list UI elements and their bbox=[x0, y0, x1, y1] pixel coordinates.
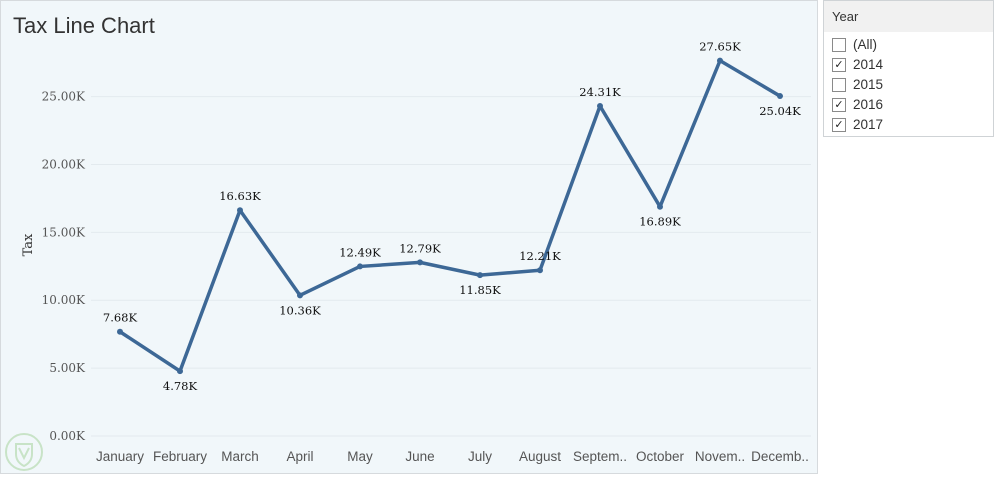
data-point[interactable] bbox=[297, 292, 303, 299]
data-point[interactable] bbox=[357, 263, 363, 270]
x-tick-label: Decemb.. bbox=[751, 449, 809, 464]
year-filter-label: 2014 bbox=[853, 57, 884, 72]
checkbox-unchecked-icon[interactable] bbox=[832, 78, 846, 92]
x-tick-label: March bbox=[221, 449, 259, 464]
data-point[interactable] bbox=[117, 328, 123, 335]
x-tick-label: August bbox=[519, 449, 561, 464]
data-label: 7.68K bbox=[103, 311, 138, 325]
checkbox-checked-icon[interactable]: ✓ bbox=[832, 118, 846, 132]
x-tick-label: May bbox=[347, 449, 373, 464]
data-point[interactable] bbox=[717, 57, 723, 64]
data-label: 27.65K bbox=[699, 40, 741, 54]
x-tick-label: June bbox=[405, 449, 434, 464]
x-tick-label: Septem.. bbox=[573, 449, 627, 464]
y-tick-label: 5.00K bbox=[49, 361, 86, 375]
y-tick-label: 0.00K bbox=[49, 429, 86, 443]
data-point[interactable] bbox=[417, 259, 423, 266]
y-tick-label: 20.00K bbox=[42, 157, 86, 171]
data-point[interactable] bbox=[237, 207, 243, 214]
year-filter-item[interactable]: ✓ 2016 bbox=[824, 95, 993, 115]
data-point[interactable] bbox=[777, 93, 783, 100]
year-filter-item[interactable]: ✓ 2017 bbox=[824, 115, 993, 135]
data-point[interactable] bbox=[597, 102, 603, 109]
y-tick-label: 10.00K bbox=[42, 293, 86, 307]
chart-title: Tax Line Chart bbox=[13, 13, 155, 38]
data-point[interactable] bbox=[177, 368, 183, 375]
checkbox-checked-icon[interactable]: ✓ bbox=[832, 58, 846, 72]
y-tick-label: 25.00K bbox=[42, 90, 86, 104]
data-label: 12.49K bbox=[339, 245, 381, 259]
shield-logo-icon bbox=[5, 433, 43, 471]
year-filter-label: 2015 bbox=[853, 77, 884, 92]
data-point[interactable] bbox=[657, 203, 663, 210]
year-filter-label: 2016 bbox=[853, 97, 884, 112]
year-filter-title: Year bbox=[824, 1, 993, 32]
data-label: 10.36K bbox=[279, 303, 321, 317]
checkbox-unchecked-icon[interactable] bbox=[832, 38, 846, 52]
data-label: 25.04K bbox=[759, 104, 801, 118]
x-tick-label: Novem.. bbox=[695, 449, 745, 464]
data-label: 24.31K bbox=[579, 85, 621, 99]
x-tick-label: July bbox=[468, 449, 492, 464]
x-tick-label: January bbox=[96, 449, 144, 464]
year-filter-item[interactable]: ✓ 2014 bbox=[824, 55, 993, 75]
y-tick-label: 15.00K bbox=[42, 225, 86, 239]
data-label: 12.21K bbox=[519, 249, 561, 263]
x-tick-label: February bbox=[153, 449, 207, 464]
data-label: 12.79K bbox=[399, 241, 441, 255]
year-filter-item[interactable]: (All) bbox=[824, 35, 993, 55]
data-label: 16.63K bbox=[219, 189, 261, 203]
y-axis-title: Tax bbox=[21, 233, 36, 256]
year-filter-item[interactable]: 2015 bbox=[824, 75, 993, 95]
data-point[interactable] bbox=[537, 267, 543, 274]
chart-panel: Tax Line Chart 0.00K 5.00K 10.00K 15.00K 20.… bbox=[0, 0, 818, 474]
data-label: 4.78K bbox=[163, 379, 198, 393]
data-label: 11.85K bbox=[459, 283, 501, 297]
checkbox-checked-icon[interactable]: ✓ bbox=[832, 98, 846, 112]
year-filter-label: 2017 bbox=[853, 117, 884, 132]
x-tick-label: April bbox=[286, 449, 313, 464]
x-tick-label: October bbox=[636, 449, 685, 464]
data-label: 16.89K bbox=[639, 215, 681, 229]
line-chart: 0.00K 5.00K 10.00K 15.00K 20.00K 25.00K Janua… bbox=[21, 40, 811, 464]
year-filter-label: (All) bbox=[853, 37, 877, 52]
series-line-tax bbox=[118, 58, 782, 373]
data-point[interactable] bbox=[477, 272, 483, 279]
year-filter-panel: Year (All) ✓ 2014 2015 ✓ 2016 ✓ 2017 bbox=[823, 0, 994, 137]
